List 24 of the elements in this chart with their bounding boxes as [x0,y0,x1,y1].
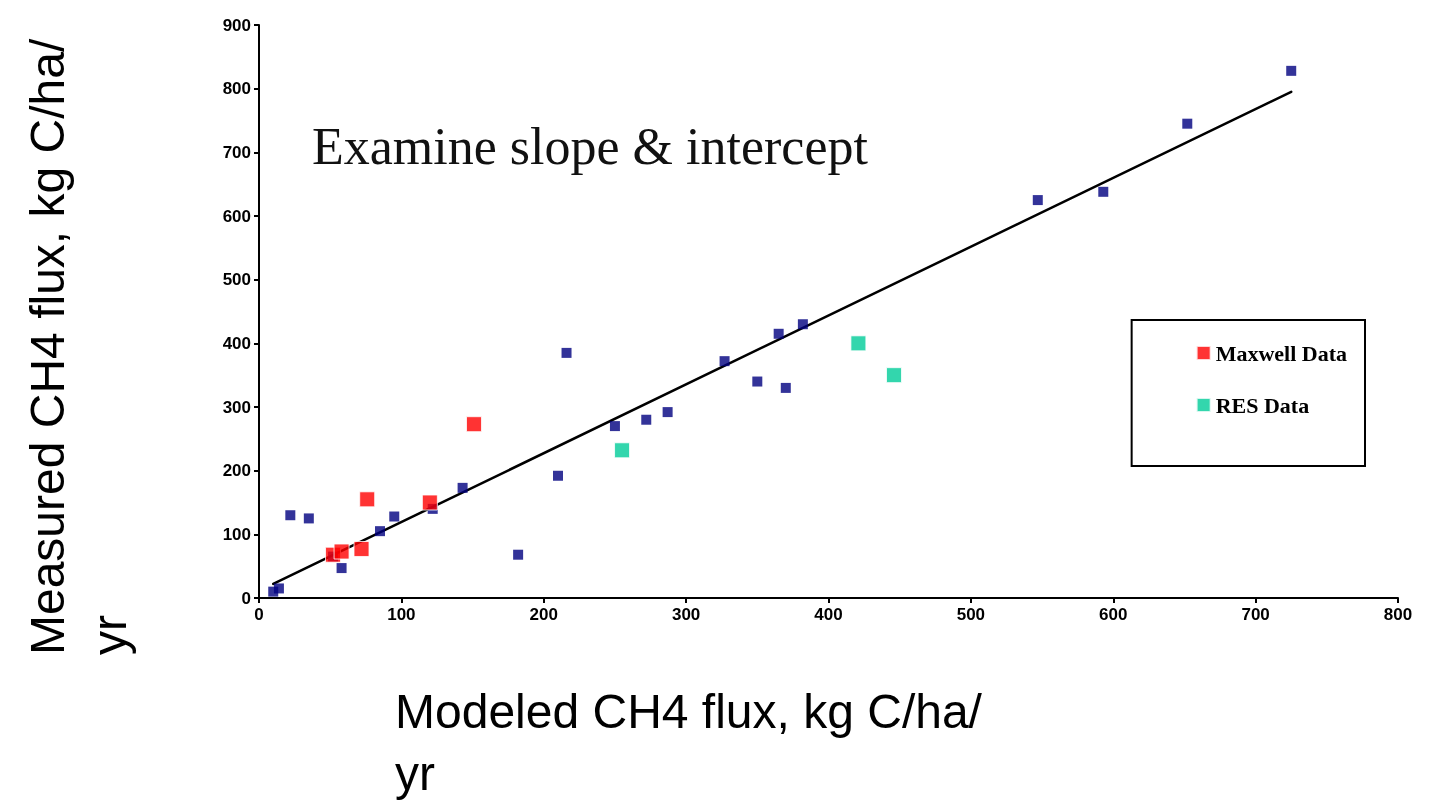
y-tick-label: 400 [222,333,251,353]
y-tick-label: 900 [222,15,251,35]
y-tick-label: 700 [222,142,251,162]
y-tick-label: 200 [222,461,251,481]
y-tick-label: 500 [222,270,251,290]
x-tick-label: 600 [1099,605,1128,624]
y-tick-label: 100 [222,524,251,544]
y-tick-label: 0 [241,588,251,608]
y-axis-title: Measured CH4 flux, kg C/ha/yr [20,38,136,655]
x-tick-label: 0 [254,605,264,624]
x-tick-label: 200 [529,605,558,624]
x-tick-label: 700 [1241,605,1270,624]
y-tick-label: 800 [222,79,251,99]
x-tick-label: 300 [671,605,701,624]
y-tick-label: 300 [222,397,251,417]
x-tick-label: 500 [956,605,986,624]
x-tick-label: 400 [814,605,843,624]
x-axis-title: Modeled CH4 flux, kg C/ha/yr [395,684,983,800]
y-tick-label: 600 [222,206,251,226]
legend-label: Maxwell Data [1215,340,1347,366]
legend-label: RES Data [1215,392,1310,418]
annotation: Examine slope & intercept [312,117,869,175]
x-tick-label: 800 [1383,605,1413,624]
x-tick-label: 100 [387,605,416,624]
